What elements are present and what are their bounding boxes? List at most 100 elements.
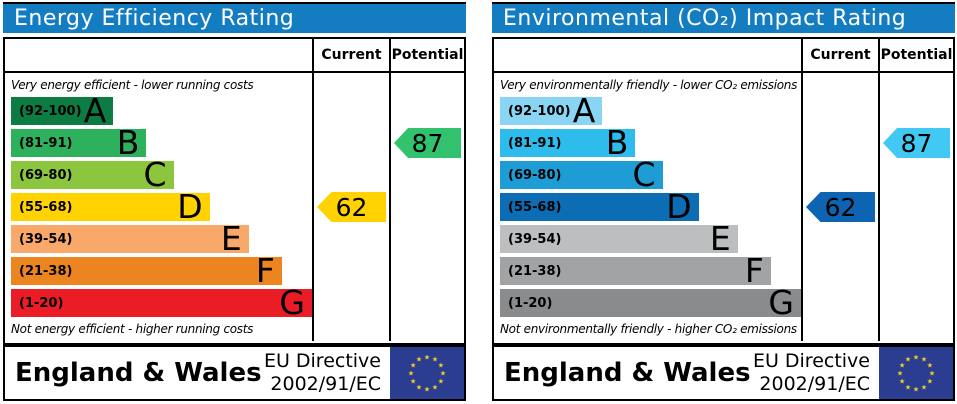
rating-band-bar: (81-91) B: [11, 123, 147, 162]
band-letter: D: [666, 187, 692, 226]
band-letter: C: [143, 155, 167, 194]
rating-band-bar: (55-68) D: [11, 187, 210, 226]
svg-text:★: ★: [416, 383, 422, 391]
band-letter: B: [605, 123, 629, 162]
band-row: (1-20) G: [500, 286, 801, 319]
svg-text:★: ★: [905, 356, 911, 364]
environmental-impact-panel: Environmental (CO₂) Impact Rating Curren…: [492, 2, 955, 401]
rating-band-bar: (21-38) F: [500, 251, 771, 290]
band-letter: D: [177, 187, 203, 226]
band-row: (81-91) B: [500, 123, 801, 162]
band-row: (39-54) E: [500, 219, 801, 258]
rating-band-bar: (39-54) E: [11, 219, 249, 258]
current-value-column: 62: [801, 73, 878, 341]
eu-directive-line1: EU Directive: [752, 350, 870, 373]
potential-value-column: 87: [389, 73, 464, 341]
eu-flag-icon: ★ ★ ★ ★ ★ ★ ★ ★ ★ ★ ★ ★: [390, 347, 464, 399]
svg-text:★: ★: [913, 354, 919, 362]
panel-title-bar: Environmental (CO₂) Impact Rating: [492, 2, 955, 33]
band-letter: F: [744, 251, 764, 290]
svg-text:★: ★: [440, 370, 446, 378]
band-row: (69-80) C: [500, 158, 801, 191]
rating-table: Current Potential Very environmentally f…: [492, 37, 955, 345]
band-range-label: (81-91): [19, 135, 73, 151]
band-letter: E: [709, 219, 731, 258]
table-body: Very environmentally friendly - lower CO…: [494, 73, 953, 341]
svg-text:★: ★: [410, 378, 416, 386]
eu-directive-line2: 2002/91/EC: [270, 373, 381, 395]
svg-text:★: ★: [416, 356, 422, 364]
svg-text:★: ★: [424, 386, 430, 394]
bottom-caption: Not environmentally friendly - higher CO…: [500, 322, 797, 336]
band-letter: F: [255, 251, 275, 290]
band-row: (92-100) A: [500, 94, 801, 127]
band-letter: B: [116, 123, 140, 162]
rating-band-bar: (1-20) G: [11, 283, 312, 322]
band-row: (21-38) F: [11, 251, 312, 290]
energy-efficiency-panel: Energy Efficiency Rating Current Potenti…: [3, 2, 466, 401]
svg-text:★: ★: [921, 356, 927, 364]
band-letter: A: [83, 91, 107, 130]
current-column-header: Current: [801, 39, 878, 71]
svg-text:★: ★: [913, 386, 919, 394]
region-label: England & Wales: [504, 358, 751, 388]
current-rating-arrow: 62: [806, 192, 875, 222]
rating-band-bar: (69-80) C: [500, 158, 663, 191]
rating-band-bar: (39-54) E: [500, 219, 738, 258]
potential-column-header: Potential: [878, 39, 953, 71]
svg-text:★: ★: [929, 370, 935, 378]
svg-text:★: ★: [927, 362, 933, 370]
panel-title-bar: Energy Efficiency Rating: [3, 2, 466, 33]
eu-directive-line2: 2002/91/EC: [759, 373, 870, 395]
band-range-label: (21-38): [19, 263, 73, 279]
current-rating-arrow: 62: [317, 192, 386, 222]
bands-column: Very environmentally friendly - lower CO…: [494, 73, 801, 341]
band-letter: E: [220, 219, 242, 258]
eu-directive-label: EU Directive 2002/91/EC: [753, 350, 870, 396]
band-row: (1-20) G: [11, 283, 312, 322]
potential-rating-arrow: 87: [883, 128, 950, 158]
svg-text:★: ★: [424, 354, 430, 362]
band-row: (81-91) B: [11, 123, 312, 162]
top-caption: Very energy efficient - lower running co…: [11, 78, 254, 92]
header-spacer: [494, 39, 801, 71]
svg-text:★: ★: [432, 356, 438, 364]
svg-text:★: ★: [408, 370, 414, 378]
svg-text:★: ★: [905, 383, 911, 391]
panel-title: Energy Efficiency Rating: [14, 6, 295, 31]
svg-text:★: ★: [432, 383, 438, 391]
band-letter: G: [279, 283, 305, 322]
rating-band-bar: (92-100) A: [500, 94, 603, 127]
band-range-label: (81-91): [508, 135, 562, 151]
top-caption: Very environmentally friendly - lower CO…: [500, 78, 798, 92]
bands-column: Very energy efficient - lower running co…: [5, 73, 312, 341]
potential-value-column: 87: [878, 73, 953, 341]
current-value-column: 62: [312, 73, 389, 341]
band-range-label: (39-54): [508, 231, 562, 247]
svg-text:★: ★: [438, 362, 444, 370]
band-range-label: (1-20): [508, 295, 553, 311]
band-range-label: (92-100): [19, 103, 82, 119]
band-range-label: (69-80): [19, 167, 73, 183]
band-range-label: (55-68): [19, 199, 73, 215]
region-label: England & Wales: [15, 358, 262, 388]
eu-directive-line1: EU Directive: [263, 350, 381, 373]
rating-table: Current Potential Very energy efficient …: [3, 37, 466, 345]
band-row: (55-68) D: [500, 187, 801, 226]
header-spacer: [5, 39, 312, 71]
table-body: Very energy efficient - lower running co…: [5, 73, 464, 341]
epc-rating-charts: Energy Efficiency Rating Current Potenti…: [3, 2, 957, 401]
eu-directive-label: EU Directive 2002/91/EC: [264, 350, 381, 396]
potential-column-header: Potential: [389, 39, 464, 71]
table-header-row: Current Potential: [5, 39, 464, 73]
band-range-label: (69-80): [508, 167, 562, 183]
eu-flag-icon: ★ ★ ★ ★ ★ ★ ★ ★ ★ ★ ★ ★: [879, 347, 953, 399]
panel-footer: England & Wales EU Directive 2002/91/EC …: [492, 345, 955, 401]
svg-text:★: ★: [927, 378, 933, 386]
bands-list: (92-100) A (81-91) B (69-80) C (55-68) D…: [500, 94, 801, 319]
rating-band-bar: (81-91) B: [500, 123, 636, 162]
band-range-label: (92-100): [508, 103, 571, 119]
rating-band-bar: (21-38) F: [11, 251, 282, 290]
bands-list: (92-100) A (81-91) B (69-80) C (55-68) D…: [11, 91, 312, 322]
bottom-caption: Not energy efficient - higher running co…: [11, 322, 254, 336]
